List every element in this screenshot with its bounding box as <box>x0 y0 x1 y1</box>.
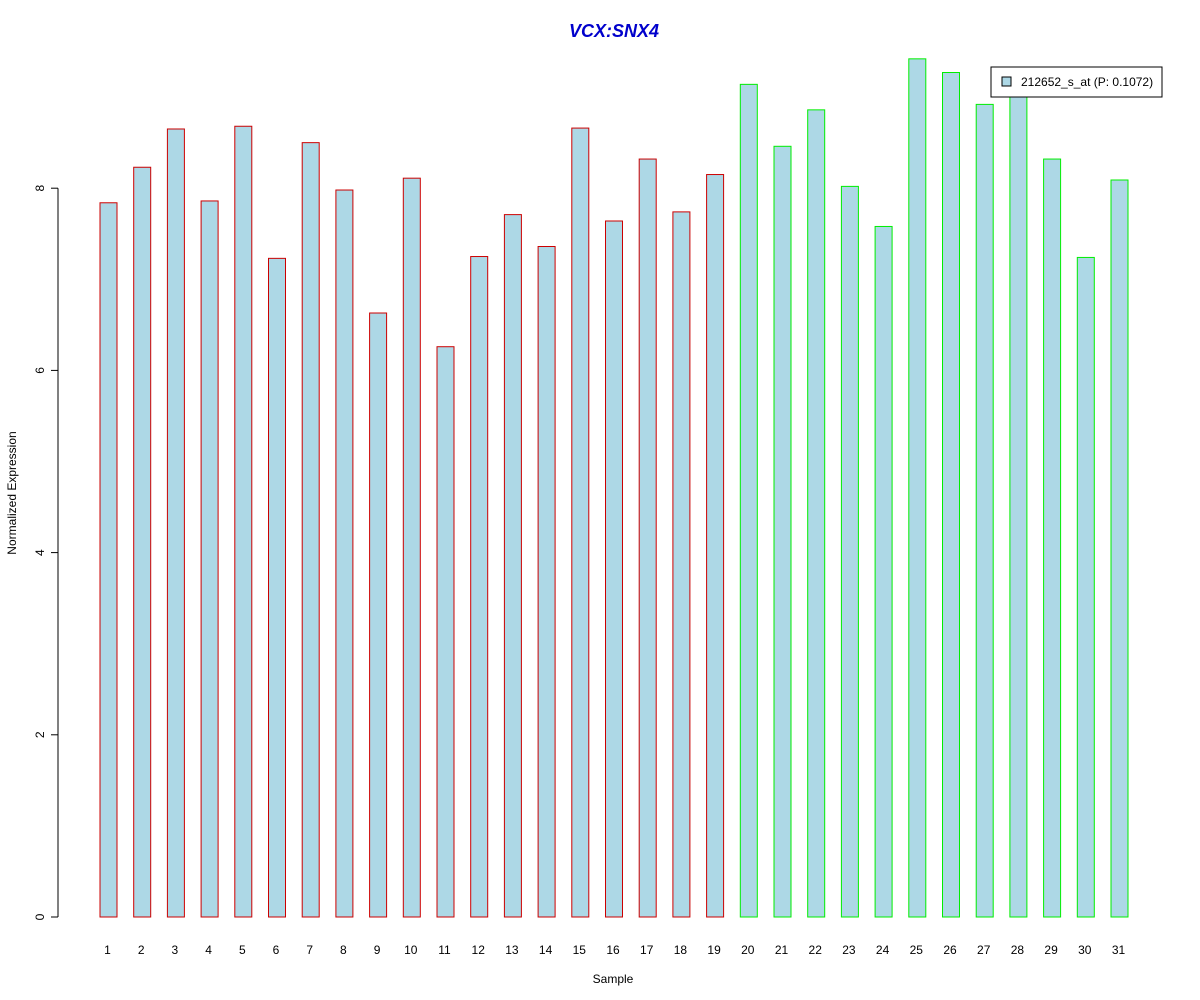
x-tick-label: 12 <box>472 943 486 957</box>
bar-sample-8 <box>335 189 354 918</box>
x-tick-label: 31 <box>1112 943 1126 957</box>
bar-sample-29 <box>1043 158 1062 918</box>
x-tick-label: 8 <box>340 943 347 957</box>
chart-title: VCX:SNX4 <box>569 21 659 41</box>
bar-sample-31 <box>1110 179 1129 918</box>
x-tick-label: 27 <box>977 943 991 957</box>
y-tick-label: 4 <box>33 549 47 556</box>
bar-sample-18 <box>672 211 691 918</box>
bar-sample-16 <box>605 220 623 918</box>
x-tick-label: 13 <box>505 943 519 957</box>
y-tick-label: 2 <box>33 731 47 738</box>
bar-sample-15 <box>571 127 590 918</box>
bar-sample-3 <box>166 128 185 918</box>
legend-box <box>990 66 1163 98</box>
x-tick-label: 9 <box>374 943 381 957</box>
bar-sample-10 <box>402 177 421 918</box>
bar-sample-1 <box>99 202 118 918</box>
bar-sample-13 <box>503 214 522 918</box>
bar-sample-2 <box>133 166 152 918</box>
y-tick-label: 6 <box>33 367 47 374</box>
x-tick-label: 6 <box>273 943 280 957</box>
bar-sample-6 <box>268 257 286 918</box>
x-tick-label: 18 <box>674 943 688 957</box>
bar-sample-4 <box>200 200 219 918</box>
bar-sample-23 <box>840 185 859 918</box>
bar-sample-12 <box>470 256 489 918</box>
y-tick-label: 8 <box>33 185 47 192</box>
bar-sample-22 <box>807 109 826 918</box>
bar-sample-30 <box>1076 256 1095 918</box>
bar-sample-28 <box>1009 95 1028 918</box>
bar-sample-5 <box>234 125 253 918</box>
x-tick-label: 17 <box>640 943 654 957</box>
x-tick-label: 5 <box>239 943 246 957</box>
x-tick-label: 30 <box>1078 943 1092 957</box>
x-tick-label: 22 <box>809 943 823 957</box>
x-tick-label: 23 <box>842 943 856 957</box>
bar-sample-26 <box>942 72 960 918</box>
x-tick-label: 29 <box>1044 943 1058 957</box>
x-tick-label: 21 <box>775 943 789 957</box>
y-axis-ticks: 0 2 4 6 8 <box>33 185 58 920</box>
x-tick-label: 11 <box>438 943 451 957</box>
x-tick-label: 26 <box>943 943 957 957</box>
x-tick-label: 7 <box>306 943 313 957</box>
x-tick-label: 15 <box>573 943 587 957</box>
bar-sample-17 <box>638 158 657 918</box>
x-axis-label: Sample <box>593 972 634 986</box>
bar-sample-25 <box>908 58 927 918</box>
x-tick-label: 19 <box>707 943 721 957</box>
bar-sample-7 <box>301 142 320 918</box>
x-tick-label: 24 <box>876 943 890 957</box>
bars-group <box>99 58 1129 918</box>
bar-sample-24 <box>874 225 893 918</box>
bar-sample-27 <box>975 103 994 918</box>
y-tick-label: 0 <box>33 913 47 920</box>
x-tick-label: 14 <box>539 943 553 957</box>
bar-sample-11 <box>436 346 455 918</box>
x-tick-label: 1 <box>104 943 111 957</box>
x-tick-label: 20 <box>741 943 755 957</box>
x-tick-label: 16 <box>606 943 620 957</box>
bar-sample-20 <box>739 83 758 918</box>
x-tick-label: 2 <box>138 943 145 957</box>
bar-sample-14 <box>537 246 556 918</box>
x-tick-label: 28 <box>1011 943 1025 957</box>
x-tick-label: 25 <box>910 943 924 957</box>
legend: 212652_s_at (P: 0.1072) <box>990 66 1163 98</box>
x-tick-label: 3 <box>172 943 179 957</box>
x-axis-tick-labels: 1 2 3 4 5 6 7 8 9 10 11 12 13 14 15 16 17 18 19 20 21 22 23 24 2… <box>104 943 1125 957</box>
x-tick-label: 4 <box>205 943 212 957</box>
bar-sample-9 <box>369 312 388 918</box>
bar-sample-21 <box>773 145 792 918</box>
legend-entry-label: 212652_s_at (P: 0.1072) <box>1021 75 1153 89</box>
bar-sample-19 <box>706 174 725 918</box>
legend-swatch <box>1001 76 1012 87</box>
y-axis-label: Normalized Expression <box>5 431 19 554</box>
x-tick-label: 10 <box>404 943 418 957</box>
